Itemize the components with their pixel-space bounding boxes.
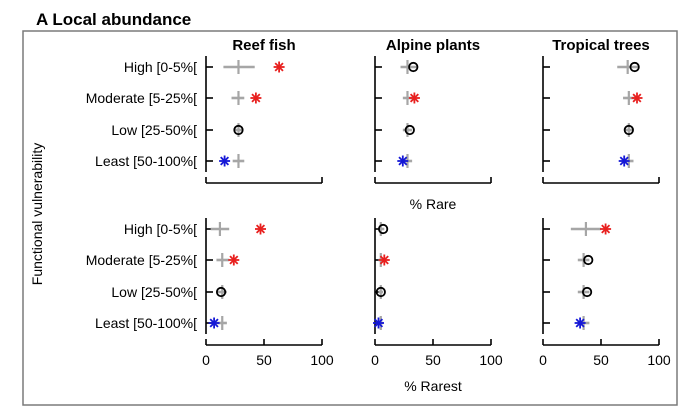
data-point bbox=[402, 123, 415, 137]
category-label: Least [50-100%[ bbox=[95, 153, 197, 169]
category-label: Least [50-100%[ bbox=[95, 315, 197, 331]
subplot: Tropical trees bbox=[542, 37, 660, 184]
subplot: 0 50 100 bbox=[539, 218, 671, 368]
asterisk-marker bbox=[255, 223, 266, 235]
asterisk-stroke bbox=[209, 318, 219, 328]
asterisk-stroke bbox=[255, 224, 266, 234]
x-tick-label: 100 bbox=[647, 352, 671, 368]
x-axis-title: % Rare bbox=[410, 196, 457, 212]
asterisk-marker bbox=[219, 155, 231, 167]
x-axis-title: % Rarest bbox=[404, 378, 462, 394]
asterisk-stroke bbox=[601, 224, 611, 234]
data-point bbox=[373, 316, 384, 330]
x-tick-label: 50 bbox=[425, 352, 441, 368]
x-tick-label: 50 bbox=[256, 352, 272, 368]
asterisk-stroke bbox=[632, 93, 642, 103]
category-label: Low [25-50%[ bbox=[111, 122, 197, 138]
category-label: Moderate [5-25%[ bbox=[86, 252, 197, 268]
asterisk-stroke bbox=[575, 318, 585, 328]
asterisk-stroke bbox=[251, 93, 261, 103]
data-point bbox=[623, 123, 634, 137]
category-label: High [0-5%[ bbox=[124, 59, 197, 75]
asterisk-marker bbox=[228, 254, 240, 266]
circle-marker bbox=[378, 223, 389, 235]
asterisk-marker bbox=[631, 92, 643, 104]
data-point bbox=[623, 91, 643, 105]
data-point bbox=[375, 285, 386, 299]
data-point bbox=[397, 154, 413, 168]
subplot: Reef fish bbox=[205, 37, 323, 184]
panel-title: A Local abundance bbox=[36, 10, 191, 29]
x-tick-label: 0 bbox=[539, 352, 547, 368]
data-point bbox=[577, 285, 593, 299]
asterisk-marker bbox=[208, 317, 220, 329]
data-point bbox=[570, 222, 612, 236]
data-point bbox=[402, 91, 420, 105]
data-point bbox=[210, 222, 266, 236]
asterisk-stroke bbox=[373, 318, 384, 328]
asterisk-stroke bbox=[398, 156, 408, 166]
data-point bbox=[618, 154, 634, 168]
asterisk-marker bbox=[378, 254, 390, 266]
x-tick-label: 0 bbox=[371, 352, 379, 368]
data-point bbox=[216, 253, 240, 267]
asterisk-marker bbox=[600, 223, 612, 235]
category-label: Moderate [5-25%[ bbox=[86, 90, 197, 106]
column-title: Alpine plants bbox=[386, 37, 480, 54]
circle-marker bbox=[581, 286, 593, 298]
circle-marker bbox=[408, 61, 419, 73]
category-label: Low [25-50%[ bbox=[111, 284, 197, 300]
asterisk-marker bbox=[397, 155, 409, 167]
data-point bbox=[574, 316, 590, 330]
category-label: High [0-5%[ bbox=[124, 221, 197, 237]
asterisk-stroke bbox=[220, 156, 230, 166]
data-point bbox=[378, 253, 390, 267]
circle-marker bbox=[629, 61, 640, 73]
circle-marker bbox=[233, 124, 244, 136]
x-tick-label: 100 bbox=[310, 352, 334, 368]
subplot: 0 50 100 bbox=[371, 218, 503, 368]
y-axis-title: Functional vulnerability bbox=[29, 143, 45, 285]
x-tick-label: 100 bbox=[479, 352, 503, 368]
asterisk-marker bbox=[574, 317, 586, 329]
asterisk-marker bbox=[408, 92, 420, 104]
data-point bbox=[208, 316, 227, 330]
data-point bbox=[231, 91, 262, 105]
plot-area: High [0-5%[ Moderate [5-25%[ Low [25-50%[ L… bbox=[86, 37, 671, 394]
data-point bbox=[219, 154, 245, 168]
asterisk-stroke bbox=[409, 93, 419, 103]
data-point bbox=[378, 222, 389, 236]
asterisk-marker bbox=[273, 61, 285, 73]
panel-frame bbox=[22, 30, 678, 406]
circle-marker bbox=[375, 286, 386, 298]
data-point bbox=[233, 123, 244, 137]
asterisk-stroke bbox=[229, 255, 239, 265]
data-point bbox=[215, 285, 227, 299]
circle-marker bbox=[404, 124, 415, 136]
subplot: Alpine plants bbox=[374, 37, 492, 184]
asterisk-stroke bbox=[379, 255, 389, 265]
x-tick-label: 0 bbox=[202, 352, 210, 368]
data-point bbox=[400, 60, 419, 74]
column-title: Tropical trees bbox=[552, 37, 650, 54]
subplot: 0 50 100 bbox=[202, 218, 334, 368]
asterisk-stroke bbox=[274, 62, 284, 72]
data-point bbox=[617, 60, 640, 74]
asterisk-marker bbox=[250, 92, 262, 104]
circle-marker bbox=[583, 254, 594, 266]
asterisk-stroke bbox=[619, 156, 629, 166]
asterisk-marker bbox=[373, 317, 384, 329]
column-title: Reef fish bbox=[232, 37, 295, 54]
circle-marker bbox=[215, 286, 227, 298]
circle-marker bbox=[623, 124, 634, 136]
x-tick-label: 50 bbox=[593, 352, 609, 368]
data-point bbox=[223, 60, 285, 74]
data-point bbox=[577, 253, 594, 267]
asterisk-marker bbox=[618, 155, 630, 167]
